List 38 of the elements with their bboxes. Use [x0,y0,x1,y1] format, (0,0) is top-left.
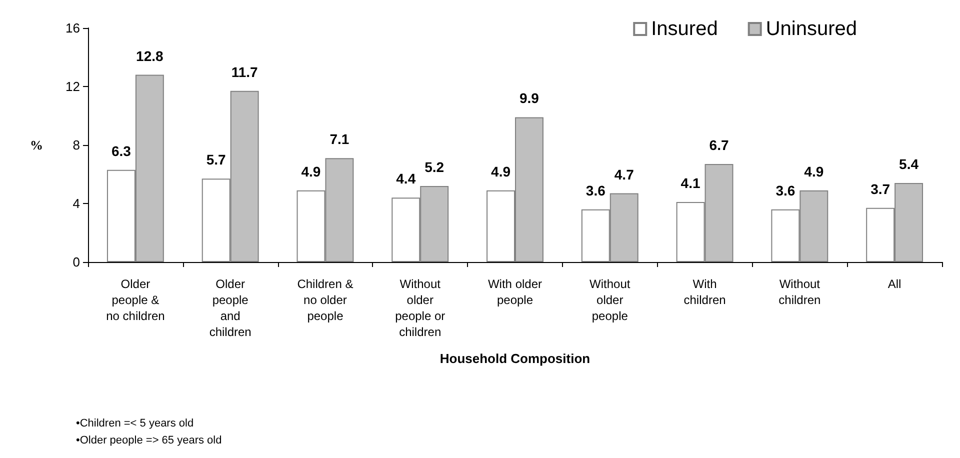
legend-label: Uninsured [766,18,858,40]
data-label: 6.7 [709,137,729,154]
x-tick-label: With children [684,277,726,307]
data-label: 5.2 [424,158,444,175]
data-label: 4.4 [396,170,416,187]
x-tick-label: Older people and children [209,277,252,339]
y-tick-label: 12 [66,79,80,94]
text: •Children =< 5 years old [76,418,194,430]
data-label: 4.1 [680,175,700,192]
text: •Older people => 65 years old [76,434,222,446]
data-label: 4.9 [804,163,824,180]
x-tick-label: With older people [488,277,542,307]
data-label: 3.6 [586,182,606,198]
x-tick-label: Without older people or children [395,277,446,339]
y-axis-title: % [30,138,43,152]
x-tick-label: Without older people [590,277,631,323]
data-label: 3.6 [776,182,796,198]
data-label: 3.7 [870,180,890,197]
data-label: 5.4 [899,156,919,172]
x-tick-label: Older people & no children [106,277,165,323]
x-tick-label: Children & no older people [297,277,354,323]
x-tick-label: Without children [778,277,821,307]
y-tick-label: 4 [72,196,80,211]
data-label: 4.9 [301,163,321,180]
data-label: 4.9 [491,163,511,180]
data-label: 7.1 [330,131,350,148]
x-tick-label: All [888,277,902,291]
data-label: 12.8 [136,48,164,64]
data-label: 11.7 [231,64,258,80]
data-label: 6.3 [111,142,132,159]
y-tick-label: 0 [72,254,80,270]
data-label: 9.9 [520,90,540,106]
x-axis-title: Household Composition [440,351,590,366]
legend-label: Insured [651,18,718,40]
data-label: 5.7 [206,152,226,168]
y-tick-label: 8 [72,138,80,152]
y-tick-label: 16 [66,20,80,36]
data-label: 4.7 [614,166,634,182]
